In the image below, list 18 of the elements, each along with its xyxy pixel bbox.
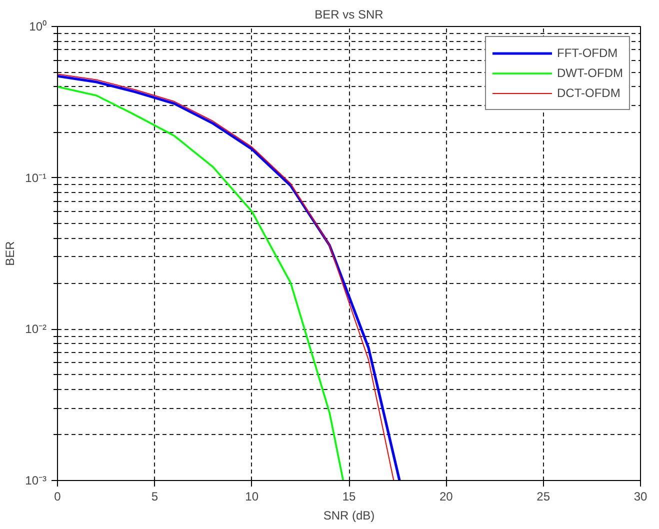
x-tick-label: 15 — [342, 490, 356, 504]
x-tick-label: 25 — [536, 490, 550, 504]
legend-label: FFT-OFDM — [557, 46, 618, 60]
x-axis-title: SNR (dB) — [323, 508, 375, 522]
y-tick-label: 10⁰ — [29, 20, 47, 34]
y-tick-label: 10⁻² — [25, 322, 47, 336]
x-tick-label: 20 — [439, 490, 454, 504]
x-tick-label: 30 — [634, 490, 648, 504]
y-tick-label: 10⁻³ — [25, 474, 47, 488]
y-axis-title: BER — [3, 240, 18, 266]
legend-label: DCT-OFDM — [557, 86, 620, 100]
line-series — [58, 86, 344, 480]
x-tick-label: 10 — [245, 490, 259, 504]
chart-title: BER vs SNR — [314, 8, 384, 22]
y-tick-label: 10⁻¹ — [25, 170, 47, 185]
x-tick-label: 0 — [54, 490, 62, 504]
x-tick-label: 5 — [151, 490, 158, 504]
legend-label: DWT-OFDM — [557, 66, 623, 80]
